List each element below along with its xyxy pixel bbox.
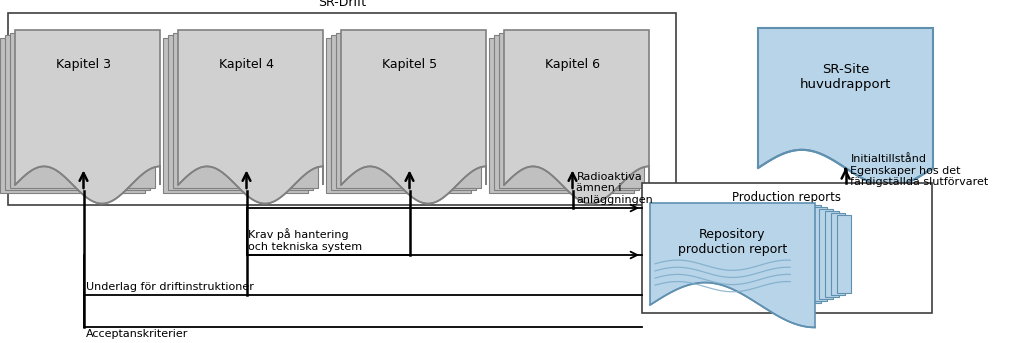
- Polygon shape: [489, 37, 634, 192]
- Polygon shape: [173, 33, 318, 188]
- Polygon shape: [341, 30, 486, 204]
- Text: Radioaktiva
ämnen i
anläggningen: Radioaktiva ämnen i anläggningen: [577, 172, 654, 205]
- Text: Acceptanskriterier: Acceptanskriterier: [86, 329, 188, 339]
- Polygon shape: [15, 30, 160, 204]
- Polygon shape: [178, 30, 323, 204]
- Polygon shape: [0, 37, 145, 192]
- Polygon shape: [650, 203, 815, 328]
- Polygon shape: [5, 35, 150, 190]
- Polygon shape: [331, 35, 476, 190]
- Text: SR-Drift: SR-Drift: [318, 0, 366, 9]
- Text: Production reports: Production reports: [732, 191, 842, 204]
- Text: Underlag för driftinstruktioner: Underlag för driftinstruktioner: [86, 282, 254, 292]
- Bar: [831, 213, 845, 295]
- Text: Krav på hantering
och tekniska system: Krav på hantering och tekniska system: [249, 228, 362, 252]
- Text: Kapitel 3: Kapitel 3: [56, 58, 112, 71]
- Text: Kapitel 6: Kapitel 6: [545, 58, 601, 71]
- Polygon shape: [504, 30, 649, 204]
- Bar: [819, 209, 833, 299]
- Polygon shape: [758, 28, 933, 186]
- Bar: [8, 13, 676, 205]
- Polygon shape: [10, 33, 155, 188]
- Bar: [642, 183, 932, 313]
- Polygon shape: [163, 37, 308, 192]
- Polygon shape: [499, 33, 644, 188]
- Text: Repository
production report: Repository production report: [678, 228, 787, 256]
- Polygon shape: [494, 35, 639, 190]
- Bar: [825, 211, 839, 297]
- Text: SR-Site
huvudrapport: SR-Site huvudrapport: [800, 63, 891, 91]
- Text: Initialtillstånd
Egenskaper hos det
färdigställda slutförvaret: Initialtillstånd Egenskaper hos det färd…: [850, 154, 989, 187]
- Bar: [807, 205, 821, 303]
- Text: Kapitel 4: Kapitel 4: [219, 58, 274, 71]
- Text: Kapitel 5: Kapitel 5: [382, 58, 437, 71]
- Polygon shape: [168, 35, 313, 190]
- Bar: [813, 207, 827, 301]
- Polygon shape: [336, 33, 481, 188]
- Polygon shape: [326, 37, 471, 192]
- Bar: [837, 215, 851, 293]
